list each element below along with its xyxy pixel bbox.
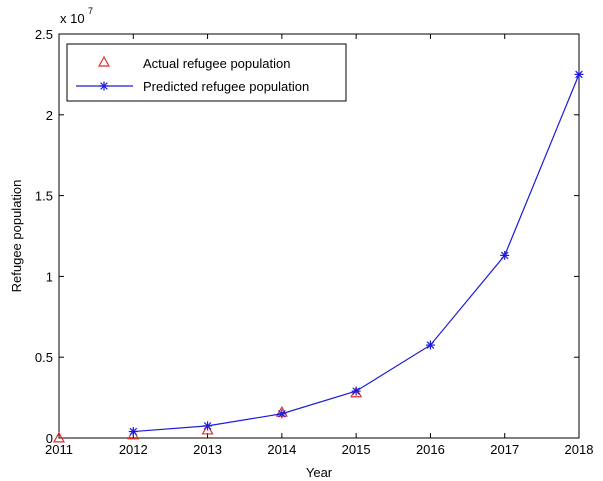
data-point: [201, 423, 214, 435]
legend-marker-actual: [97, 55, 111, 67]
x-axis-label: Year: [306, 465, 333, 480]
x-tick-label: 2017: [490, 442, 519, 457]
data-point: [52, 431, 66, 443]
y-tick-label: 1.5: [35, 189, 53, 204]
x-tick-labels: 2011 2012 2013 2014 2015 2016 2017 2018: [45, 442, 593, 457]
x-tick-label: 2011: [45, 442, 73, 457]
y-tick-label: 1: [46, 269, 53, 284]
legend: Actual refugee population Predicted refu…: [66, 43, 347, 102]
y-axis-label: Refugee population: [9, 180, 24, 293]
data-point: [128, 427, 138, 437]
legend-triangle: [97, 55, 111, 67]
legend-star: [99, 81, 109, 91]
y-tick-label: 0: [46, 431, 53, 446]
data-point: [574, 69, 584, 79]
series-layer: [52, 69, 584, 443]
x-tick-label: 2016: [416, 442, 445, 457]
data-point: [351, 386, 361, 396]
y-tick-label: 2: [46, 108, 53, 123]
data-point: [500, 250, 510, 260]
y-tick-labels: 0 0.5 1 1.5 2 2.5: [35, 27, 53, 446]
legend-marker-predicted: [99, 81, 109, 91]
y-tick-label: 2.5: [35, 27, 53, 42]
y-tick-label: 0.5: [35, 350, 53, 365]
x-tick-label: 2018: [565, 442, 594, 457]
x-tick-label: 2015: [342, 442, 371, 457]
y-exponent-label: x 10: [60, 11, 85, 26]
series-1: [128, 69, 584, 437]
x-tick-label: 2013: [193, 442, 222, 457]
data-point: [277, 409, 287, 419]
legend-box: [66, 43, 347, 102]
x-tick-label: 2012: [119, 442, 148, 457]
data-point: [425, 340, 435, 350]
data-point: [203, 421, 213, 431]
x-tick-label: 2014: [267, 442, 296, 457]
y-exponent-power: 7: [88, 6, 93, 16]
legend-label-predicted: Predicted refugee population: [143, 79, 309, 94]
legend-label-actual: Actual refugee population: [143, 56, 290, 71]
